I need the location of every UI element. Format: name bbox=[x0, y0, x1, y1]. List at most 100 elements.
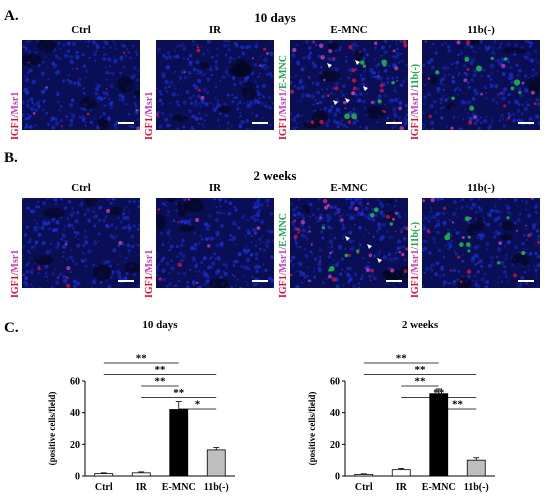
significance-label: ** bbox=[173, 387, 185, 399]
side-label-part: / bbox=[144, 114, 155, 118]
bar bbox=[131, 472, 151, 477]
y-tick-label: 20 bbox=[330, 440, 340, 451]
side-channel-label: IGF1/Msr1/E-MNC bbox=[278, 213, 289, 298]
column-title-ctrl: Ctrl bbox=[71, 24, 91, 36]
side-label-part: 11b(-) bbox=[410, 221, 421, 247]
column-title-ir: IR bbox=[208, 24, 222, 36]
bar bbox=[94, 473, 114, 477]
scale-bar bbox=[386, 280, 402, 282]
significance-label: ** bbox=[155, 376, 167, 388]
panel-b-letter: B. bbox=[4, 150, 18, 166]
y-tick-label: 0 bbox=[75, 472, 80, 483]
bar bbox=[391, 469, 411, 477]
x-tick-label: 11b(-) bbox=[464, 482, 489, 493]
side-label-part: IGF1 bbox=[278, 117, 289, 140]
x-tick-label: IR bbox=[136, 482, 148, 493]
chart-2-weeks-svg: 2 weeks (positive cells/field) 0 20 40 60 Ctrl… bbox=[307, 319, 495, 493]
significance-label: ** bbox=[452, 399, 464, 411]
side-label-part: /Msr1/ bbox=[410, 88, 421, 118]
chart-2-weeks: 2 weeks (positive cells/field) 0 20 40 60 Ctrl… bbox=[280, 318, 530, 503]
side-channel-label: IGF1/Msr1 bbox=[10, 250, 21, 298]
scale-bar bbox=[518, 280, 534, 282]
significance-label: ** bbox=[433, 387, 445, 399]
chart-title: 2 weeks bbox=[402, 319, 439, 331]
column-title-11b-: 11b(-) bbox=[467, 24, 495, 36]
arrowhead-icon bbox=[377, 258, 382, 263]
bar bbox=[206, 449, 226, 477]
y-tick-label: 40 bbox=[70, 408, 80, 419]
microscopy-image bbox=[22, 40, 140, 130]
side-label-part: Msr1 bbox=[10, 91, 21, 115]
side-label-part: IGF1 bbox=[144, 275, 155, 298]
side-label-part: /Msr1/ bbox=[410, 246, 421, 276]
side-label-part: IGF1 bbox=[144, 117, 155, 140]
column-title-e-mnc: E-MNC bbox=[330, 182, 368, 194]
side-label-part: IGF1 bbox=[410, 275, 421, 298]
y-tick-label: 0 bbox=[335, 472, 340, 483]
side-label-part: E-MNC bbox=[278, 55, 289, 89]
panel-a-title: 10 days bbox=[254, 10, 296, 25]
side-label-part: / bbox=[10, 114, 21, 118]
side-label-part: IGF1 bbox=[10, 117, 21, 140]
scale-bar bbox=[386, 122, 402, 124]
significance-label: ** bbox=[396, 353, 408, 365]
side-channel-label: IGF1/Msr1/11b(-) bbox=[410, 222, 421, 298]
bar bbox=[169, 409, 189, 477]
side-channel-label: IGF1/Msr1/E-MNC bbox=[278, 55, 289, 140]
y-axis-label: (positive cells/field) bbox=[47, 392, 57, 466]
side-label-part: /Msr1/ bbox=[278, 246, 289, 276]
side-channel-label: IGF1/Msr1 bbox=[10, 92, 21, 140]
x-tick-label: Ctrl bbox=[355, 482, 373, 493]
scale-bar bbox=[118, 122, 134, 124]
microscopy-image bbox=[22, 198, 140, 288]
microscopy-image bbox=[156, 40, 274, 130]
arrowhead-icon bbox=[363, 86, 368, 91]
x-tick-label: Ctrl bbox=[95, 482, 113, 493]
microscopy-image bbox=[422, 198, 540, 288]
x-tick-label: E-MNC bbox=[162, 482, 196, 493]
panel-c-letter: C. bbox=[4, 320, 19, 336]
arrowhead-icon bbox=[345, 236, 350, 241]
bar bbox=[429, 393, 449, 477]
arrowhead-icon bbox=[333, 100, 338, 105]
x-tick-label: 11b(-) bbox=[204, 482, 229, 493]
column-title-ctrl: Ctrl bbox=[71, 182, 91, 194]
significance-label: ** bbox=[136, 353, 148, 365]
side-label-part: Msr1 bbox=[10, 249, 21, 273]
scale-bar bbox=[252, 280, 268, 282]
y-tick-label: 60 bbox=[330, 377, 340, 388]
significance-label: ** bbox=[155, 364, 167, 376]
microscopy-image bbox=[156, 198, 274, 288]
scale-bar bbox=[252, 122, 268, 124]
column-title-ir: IR bbox=[208, 182, 222, 194]
arrowhead-icon bbox=[355, 60, 360, 65]
side-label-part: /Msr1/ bbox=[278, 88, 289, 118]
y-tick-label: 60 bbox=[70, 377, 80, 388]
bar bbox=[466, 459, 486, 477]
side-label-part: IGF1 bbox=[10, 275, 21, 298]
arrowhead-icon bbox=[367, 244, 372, 249]
column-title-11b-: 11b(-) bbox=[467, 182, 495, 194]
side-label-part: Msr1 bbox=[144, 91, 155, 115]
microscopy-image bbox=[422, 40, 540, 130]
microscopy-image bbox=[290, 40, 408, 130]
y-tick-label: 40 bbox=[330, 408, 340, 419]
y-axis-label: (positive cells/field) bbox=[307, 392, 317, 466]
arrowhead-icon bbox=[345, 98, 350, 103]
scale-bar bbox=[118, 280, 134, 282]
x-tick-label: E-MNC bbox=[422, 482, 456, 493]
microscopy-image bbox=[290, 198, 408, 288]
side-label-part: / bbox=[144, 272, 155, 276]
chart-10-days: 10 days (positive cells/field) 0 20 40 60 Ctrl… bbox=[20, 318, 270, 503]
side-label-part: IGF1 bbox=[410, 117, 421, 140]
column-title-e-mnc: E-MNC bbox=[330, 24, 368, 36]
bar bbox=[354, 474, 374, 477]
panel-b-title: 2 weeks bbox=[253, 168, 297, 183]
scale-bar bbox=[518, 122, 534, 124]
side-label-part: Msr1 bbox=[144, 249, 155, 273]
panel-a-letter: A. bbox=[4, 8, 19, 24]
chart-10-days-svg: 10 days (positive cells/field) 0 20 40 60 Ctrl… bbox=[47, 319, 235, 493]
arrowhead-icon bbox=[327, 63, 332, 68]
significance-label: * bbox=[195, 399, 201, 411]
side-label-part: E-MNC bbox=[278, 213, 289, 247]
